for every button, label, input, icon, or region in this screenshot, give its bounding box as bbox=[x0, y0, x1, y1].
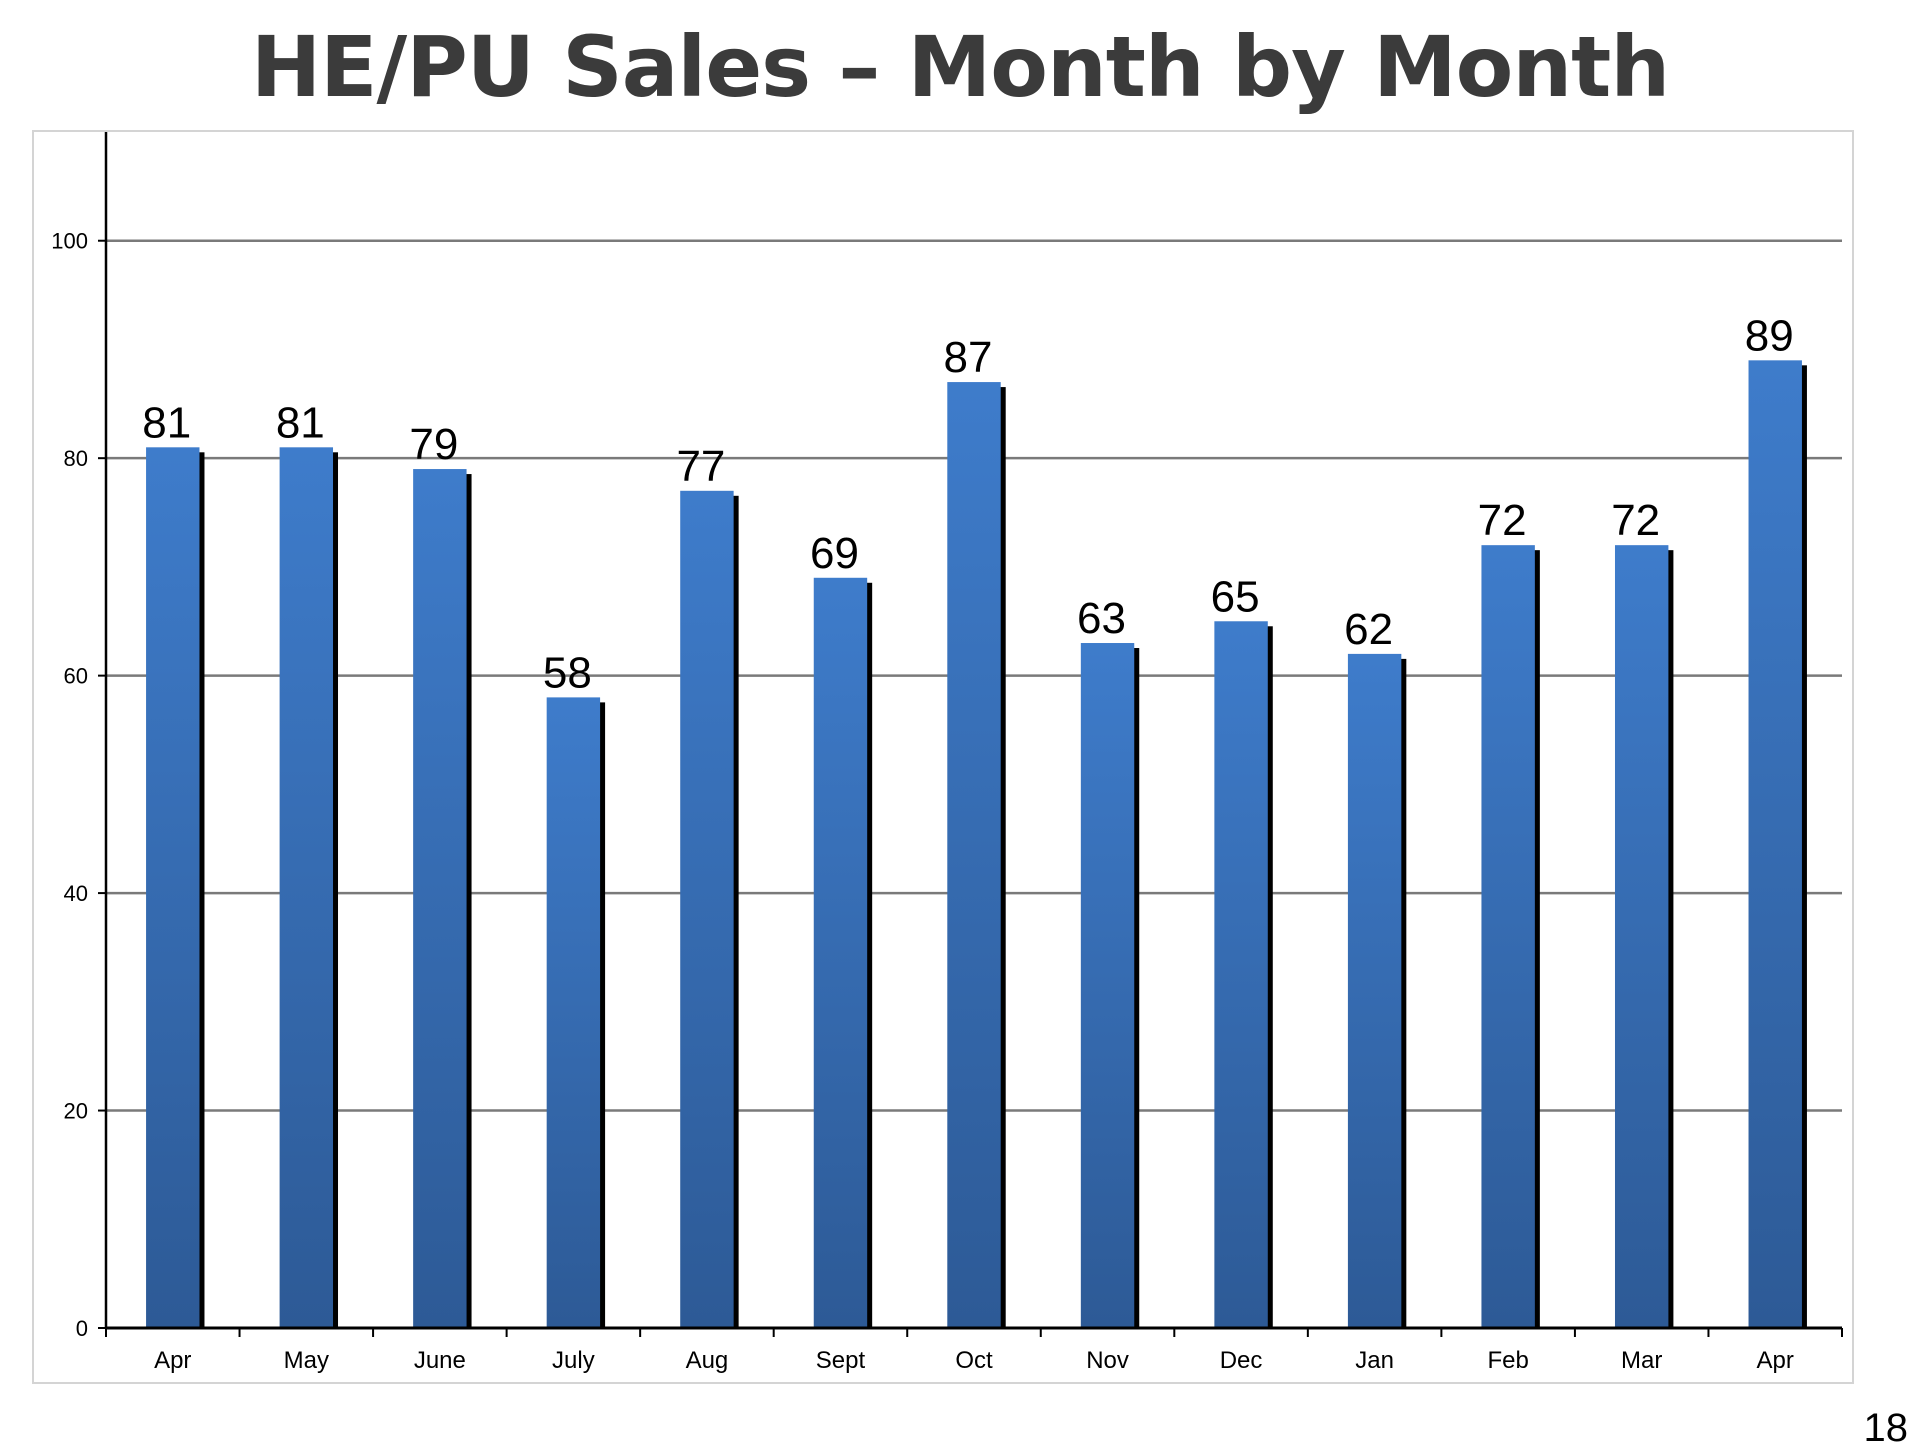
data-label-5: 77 bbox=[676, 442, 725, 491]
bar-6 bbox=[813, 577, 868, 1328]
x-category-label-12: Mar bbox=[1621, 1347, 1662, 1374]
x-category-label-10: Jan bbox=[1355, 1347, 1394, 1374]
axes bbox=[104, 132, 1843, 1337]
bar-chart: 0 20 40 60 80 100 Apr May June July Aug Sept Oct Nov… bbox=[51, 132, 1843, 1374]
x-category-label-11: Feb bbox=[1487, 1347, 1528, 1374]
y-tick-label-60: 60 bbox=[64, 664, 88, 689]
bar-9 bbox=[1214, 621, 1268, 1328]
x-category-label-4: July bbox=[552, 1347, 595, 1374]
data-label-7: 87 bbox=[944, 333, 993, 382]
data-labels: 81 81 79 58 77 69 87 63 65 62 72 72 89 bbox=[142, 311, 1793, 697]
x-category-label-9: Dec bbox=[1220, 1347, 1263, 1374]
data-label-8: 63 bbox=[1077, 594, 1126, 643]
bar-7 bbox=[947, 382, 1001, 1328]
bar-2 bbox=[279, 447, 334, 1328]
x-category-label-2: May bbox=[284, 1347, 329, 1374]
slide-title: HE/PU Sales – Month by Month bbox=[250, 18, 1670, 116]
x-category-label-8: Nov bbox=[1086, 1347, 1129, 1374]
y-axis-tick-labels: 0 20 40 60 80 100 bbox=[51, 229, 88, 1341]
data-label-11: 72 bbox=[1478, 496, 1527, 545]
data-label-6: 69 bbox=[810, 529, 859, 578]
y-tick-label-80: 80 bbox=[64, 446, 88, 471]
y-tick-label-100: 100 bbox=[51, 229, 88, 254]
data-label-1: 81 bbox=[142, 398, 191, 447]
x-category-label-13: Apr bbox=[1757, 1347, 1794, 1374]
bar-5 bbox=[680, 490, 734, 1328]
data-label-3: 79 bbox=[409, 420, 458, 469]
bar-12 bbox=[1614, 545, 1669, 1328]
data-label-9: 65 bbox=[1211, 572, 1260, 621]
x-category-label-7: Oct bbox=[955, 1347, 993, 1374]
bar-10 bbox=[1347, 653, 1402, 1328]
x-category-label-1: Apr bbox=[154, 1347, 191, 1374]
y-tick-label-20: 20 bbox=[64, 1099, 88, 1124]
x-category-label-3: June bbox=[414, 1347, 466, 1374]
y-tick-label-40: 40 bbox=[64, 881, 88, 906]
bars bbox=[146, 360, 1802, 1328]
x-category-label-6: Sept bbox=[816, 1347, 866, 1374]
data-label-4: 58 bbox=[543, 648, 592, 697]
bar-11 bbox=[1481, 545, 1535, 1328]
x-axis-category-labels: Apr May June July Aug Sept Oct Nov Dec Jan Feb Mar A… bbox=[154, 1347, 1794, 1374]
bar-4 bbox=[546, 697, 601, 1328]
bar-3 bbox=[413, 469, 467, 1328]
x-category-label-5: Aug bbox=[686, 1347, 729, 1374]
bar-1 bbox=[146, 447, 200, 1328]
data-label-13: 89 bbox=[1745, 311, 1794, 360]
chart-frame: 0 20 40 60 80 100 Apr May June July Aug Sept Oct Nov… bbox=[32, 130, 1854, 1384]
bar-8 bbox=[1080, 643, 1135, 1328]
y-tick-label-0: 0 bbox=[76, 1316, 88, 1341]
bar-13 bbox=[1748, 360, 1802, 1328]
data-label-2: 81 bbox=[276, 398, 325, 447]
data-label-10: 62 bbox=[1344, 605, 1393, 654]
page-number: 18 bbox=[1863, 1406, 1909, 1450]
data-label-12: 72 bbox=[1611, 496, 1660, 545]
